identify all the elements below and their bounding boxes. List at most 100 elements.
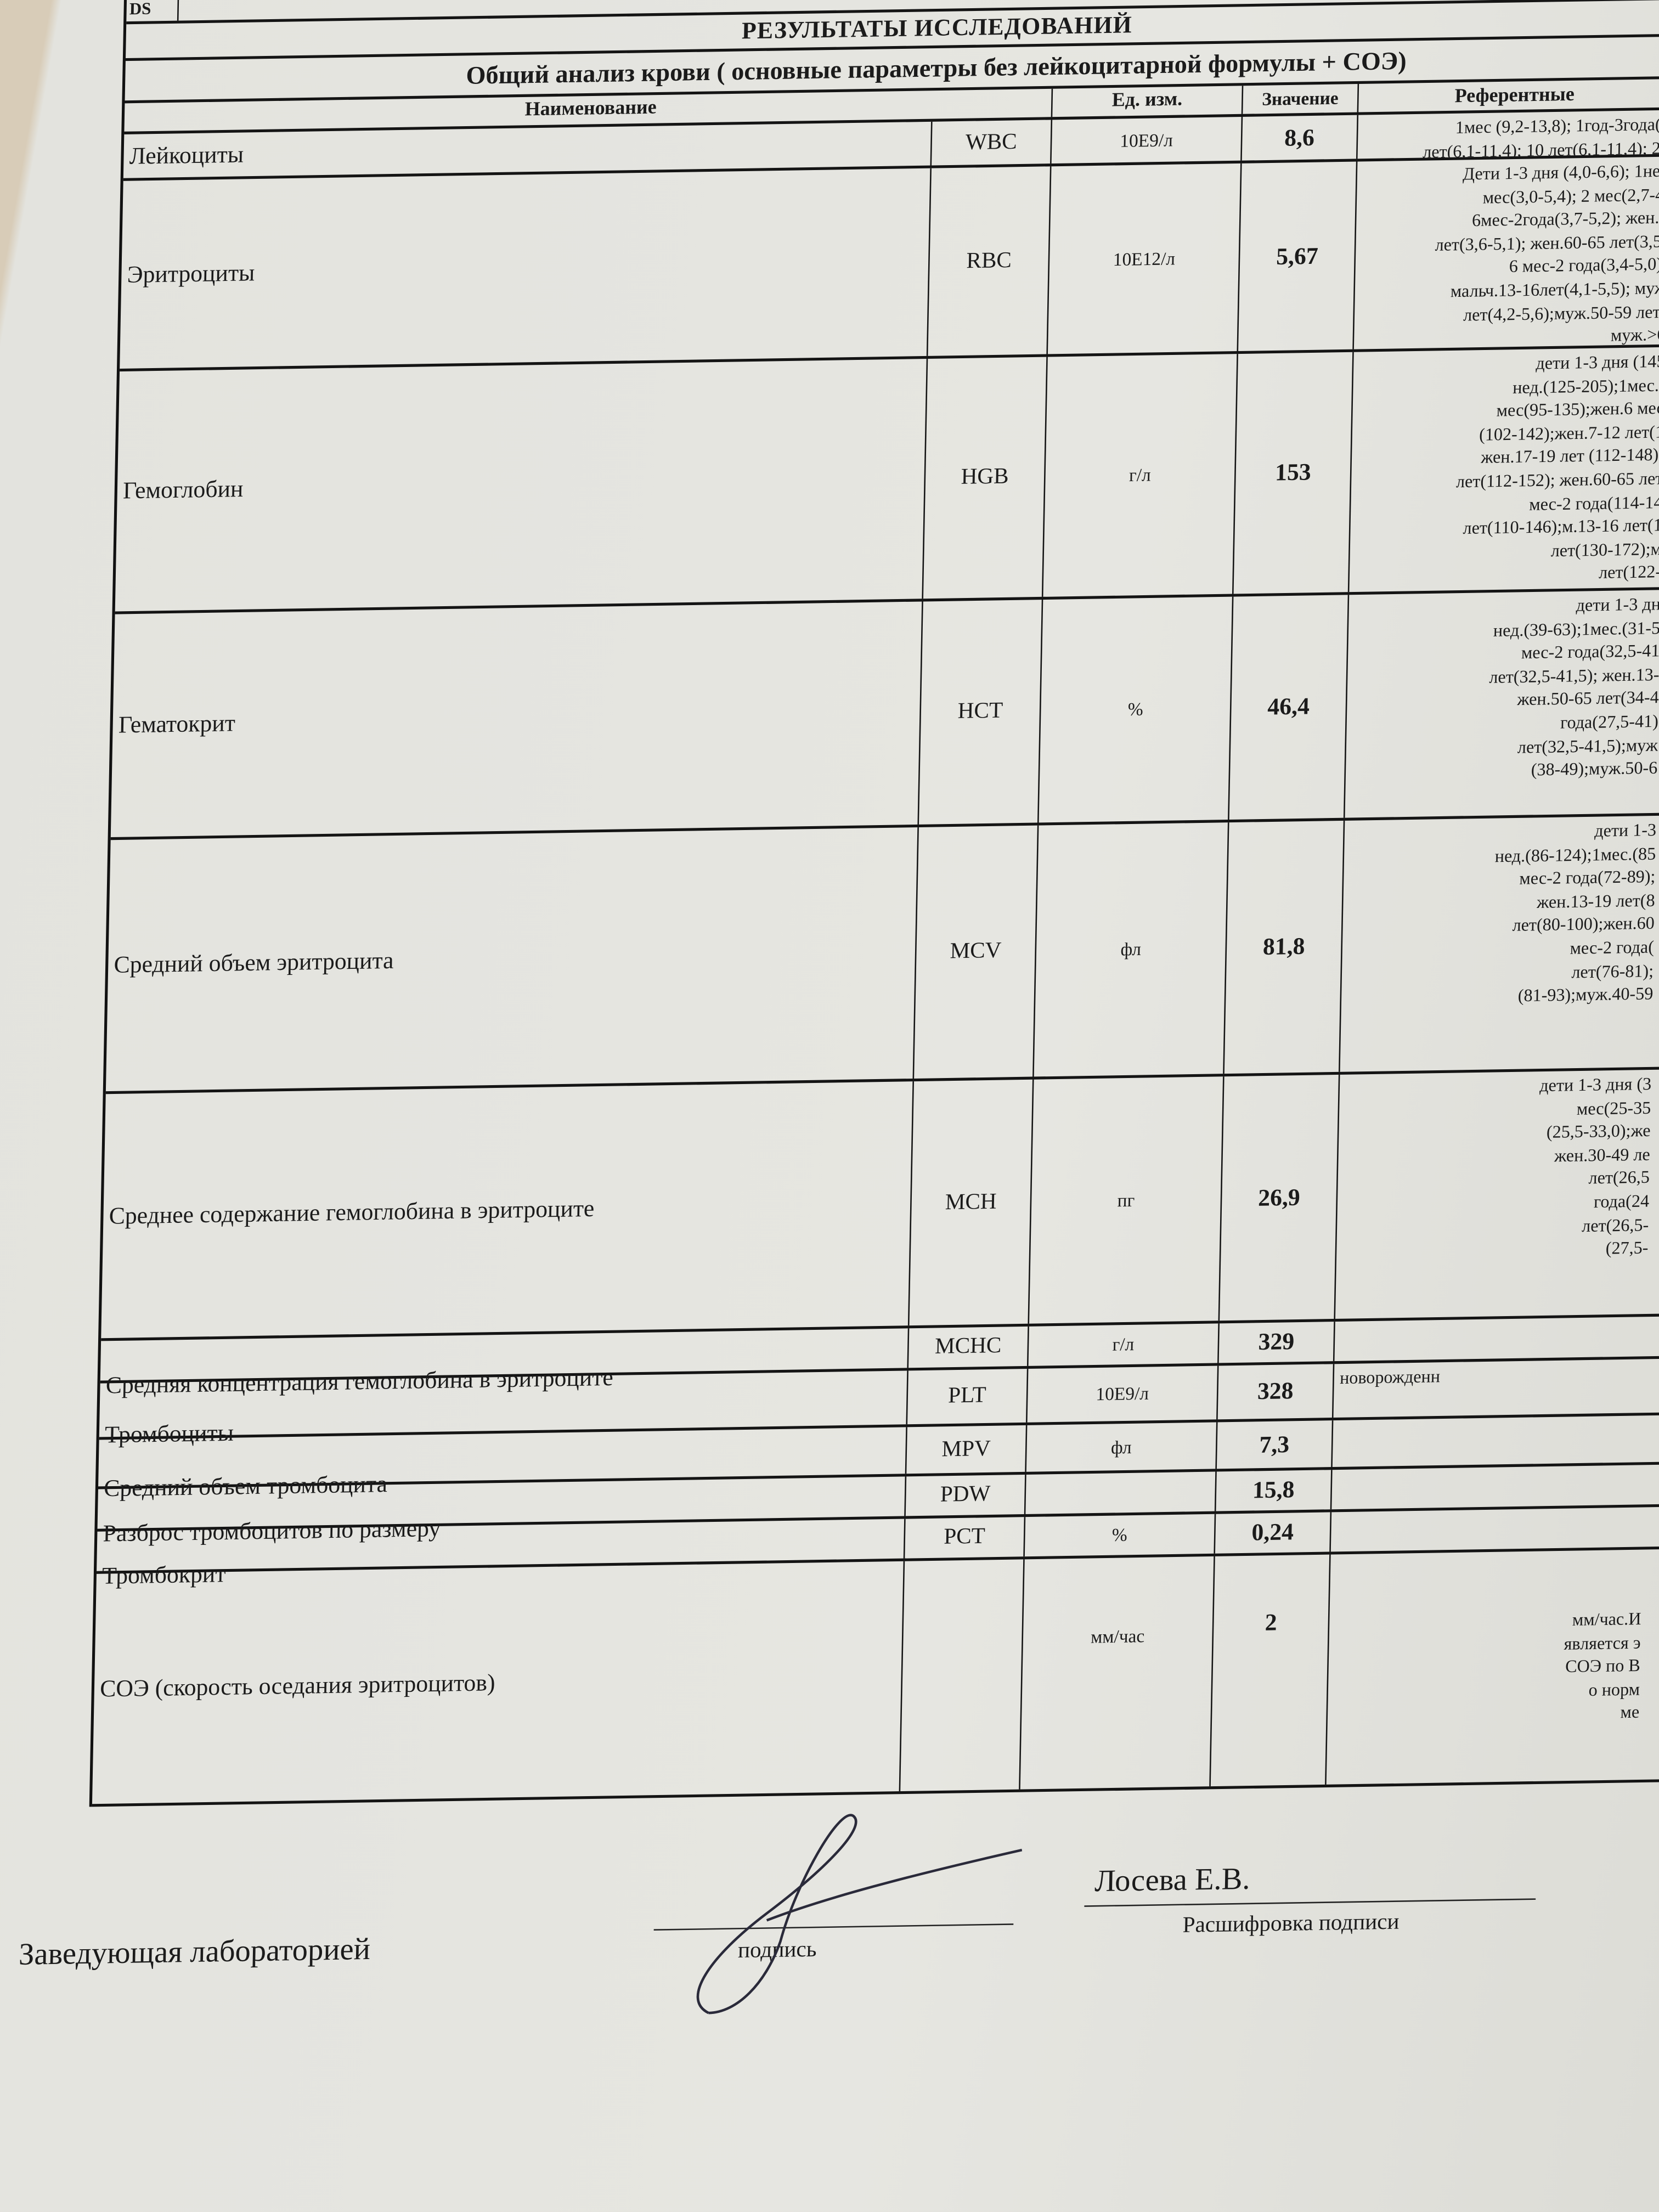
parameter-unit: 10E9/л bbox=[1025, 1365, 1217, 1423]
reference-range: 1мес (9,2-13,8); 1год-3года(6 лет(6,1-11,… bbox=[1356, 110, 1659, 159]
reference-line: (81-93);муж.40-59 bbox=[1517, 984, 1654, 1006]
parameter-name: Эритроциты bbox=[127, 258, 255, 287]
reference-line: является э bbox=[1564, 1632, 1641, 1654]
reference-line: (38-49);муж.50-6 bbox=[1531, 758, 1658, 780]
reference-range: новорожденн bbox=[1331, 1359, 1646, 1418]
col-unit: Ед. изм. bbox=[1051, 86, 1242, 117]
parameter-value: 26,9 bbox=[1218, 1074, 1339, 1321]
parameter-unit: мм/час bbox=[1019, 1556, 1214, 1790]
parameter-name: Среднее содержание гемоглобина в эритроц… bbox=[109, 1194, 595, 1229]
parameter-code: PLT bbox=[906, 1369, 1027, 1425]
reference-line: (25,5-33,0);же bbox=[1546, 1121, 1651, 1143]
parameter-unit: пг bbox=[1028, 1076, 1223, 1324]
results-table: DS РЕЗУЛЬТАТЫ ИССЛЕДОВАНИЙ Общий анализ … bbox=[89, 0, 1659, 1807]
reference-line: Дети 1-3 дня (4,0-6,6); 1нед bbox=[1462, 161, 1659, 184]
reference-line: дети 1-3 bbox=[1594, 820, 1657, 841]
reference-line: лет(80-100);жен.60 bbox=[1512, 913, 1655, 936]
parameter-code: HCT bbox=[917, 600, 1042, 825]
reference-line: мес-2 года(114-14 bbox=[1529, 492, 1659, 514]
reference-line: лет(6,1-11,4); 10 лет(6,1-11,4); 21 bbox=[1423, 138, 1659, 159]
parameter-name: Гемоглобин bbox=[122, 475, 244, 504]
parameter-code: MCV bbox=[912, 825, 1037, 1079]
reference-line: мес-2 года( bbox=[1570, 937, 1655, 958]
reference-line: лет(32,5-41,5); жен.13- bbox=[1489, 664, 1659, 687]
parameter-value: 5,67 bbox=[1237, 161, 1356, 351]
parameter-name: СОЭ (скорость оседания эритроцитов) bbox=[99, 1668, 496, 1702]
reference-line: мес(3,0-5,4); 2 мес(2,7-4, bbox=[1482, 184, 1659, 207]
parameter-value: 153 bbox=[1232, 352, 1353, 594]
reference-line: мальч.13-16лет(4,1-5,5); муж bbox=[1450, 278, 1659, 301]
reference-line: (102-142);жен.7-12 лет(1 bbox=[1479, 421, 1659, 444]
parameter-value: 15,8 bbox=[1214, 1470, 1331, 1511]
table-row: Эритроциты RBC 10E12/л 5,67 Дети 1-3 дня… bbox=[120, 155, 1659, 372]
parameter-value: 7,3 bbox=[1215, 1420, 1332, 1469]
parameter-value: 46,4 bbox=[1228, 595, 1348, 820]
name-caption: Расшифровка подписи bbox=[1182, 1910, 1400, 1938]
parameter-unit: % bbox=[1023, 1514, 1215, 1557]
reference-line: дети 1-3 дн bbox=[1576, 594, 1659, 616]
reference-line: мес-2 года(32,5-41 bbox=[1521, 641, 1659, 663]
reference-line: мес(25-35 bbox=[1576, 1097, 1651, 1119]
table-row: Средний объем эритроцита MCV фл 81,8 дет… bbox=[105, 814, 1659, 1094]
reference-line: нед.(86-124);1мес.(85 bbox=[1494, 843, 1656, 866]
reference-line: новорожденн bbox=[1339, 1366, 1441, 1388]
parameter-unit: фл bbox=[1025, 1422, 1216, 1472]
reference-range bbox=[1329, 1507, 1644, 1552]
reference-line: лет(76-81); bbox=[1571, 960, 1654, 982]
table-row: Гемоглобин HGB г/л 153 дети 1-3 дня (145… bbox=[115, 346, 1659, 614]
parameter-name: Средний объем эритроцита bbox=[114, 947, 394, 979]
reference-line: лет(3,6-5,1); жен.60-65 лет(3,5- bbox=[1435, 231, 1659, 255]
reference-line: дети 1-3 дня (3 bbox=[1539, 1074, 1652, 1096]
signer-name: Лосева Е.В. bbox=[1094, 1860, 1251, 1899]
reference-range bbox=[1333, 1317, 1647, 1362]
parameter-code: MCH bbox=[907, 1079, 1032, 1326]
col-reference: Референтные bbox=[1357, 79, 1659, 112]
lab-report-page: DS РЕЗУЛЬТАТЫ ИССЛЕДОВАНИЙ Общий анализ … bbox=[13, 0, 1659, 2212]
reference-range bbox=[1331, 1415, 1645, 1468]
reference-range: дети 1-3 дня (3 мес(25-35 (25,5-33,0);же же… bbox=[1334, 1069, 1652, 1319]
parameter-value: 81,8 bbox=[1223, 820, 1344, 1074]
reference-line: лет(26,5- bbox=[1581, 1214, 1649, 1235]
parameter-name: Гематокрит bbox=[118, 709, 236, 738]
reference-range: дети 1-3 дня (145 нед.(125-205);1мес.( мес… bbox=[1347, 347, 1659, 592]
reference-line: нед.(125-205);1мес.( bbox=[1512, 375, 1659, 397]
reference-line: жен.17-19 лет (112-148); bbox=[1480, 445, 1659, 468]
parameter-value: 8,6 bbox=[1240, 115, 1357, 161]
reference-line: жен.50-65 лет(34-4 bbox=[1517, 687, 1659, 710]
parameter-code: HGB bbox=[922, 357, 1047, 599]
parameter-code bbox=[899, 1559, 1024, 1792]
reference-line: нед.(39-63);1мес.(31-5 bbox=[1493, 617, 1659, 640]
reference-range: Дети 1-3 дня (4,0-6,6); 1нед мес(3,0-5,4)… bbox=[1352, 156, 1659, 349]
parameter-code: RBC bbox=[926, 166, 1050, 356]
parameter-value: 328 bbox=[1216, 1364, 1333, 1420]
parameter-code: WBC bbox=[930, 120, 1051, 166]
parameter-value: 0,24 bbox=[1214, 1512, 1330, 1554]
reference-line: жен.13-19 лет(8 bbox=[1536, 890, 1655, 912]
reference-line: жен.30-49 ле bbox=[1554, 1144, 1651, 1166]
col-value: Значение bbox=[1241, 84, 1358, 114]
reference-line: года(27,5-41) bbox=[1560, 711, 1659, 733]
parameter-unit: % bbox=[1037, 596, 1232, 823]
parameter-value: 2 bbox=[1209, 1554, 1330, 1787]
reference-range bbox=[1330, 1465, 1644, 1510]
table-row: Гематокрит HCT % 46,4 дети 1-3 дн нед.(39… bbox=[110, 589, 1659, 840]
reference-line: года(24 bbox=[1593, 1191, 1650, 1212]
parameter-unit: г/л bbox=[1026, 1323, 1218, 1366]
reference-line: дети 1-3 дня (145 bbox=[1536, 351, 1659, 374]
reference-line: 6мес-2года(3,7-5,2); жен.3 bbox=[1471, 207, 1659, 231]
parameter-code: PDW bbox=[904, 1475, 1025, 1516]
parameter-code: PCT bbox=[903, 1517, 1024, 1559]
parameter-unit: 10E12/л bbox=[1046, 163, 1241, 354]
reference-line: лет(32,5-41,5);муж bbox=[1517, 735, 1658, 757]
signature-image bbox=[696, 1814, 1023, 2015]
reference-line: лет(110-146);м.13-16 лет(1 bbox=[1463, 515, 1659, 539]
reference-line: лет(122- bbox=[1598, 562, 1659, 583]
reference-line: мес-2 года(72-89); bbox=[1519, 867, 1656, 889]
reference-line: мм/час.И bbox=[1572, 1609, 1641, 1630]
parameter-value: 329 bbox=[1217, 1322, 1334, 1363]
reference-line: о норм bbox=[1588, 1679, 1640, 1700]
parameter-code: MPV bbox=[905, 1425, 1026, 1474]
table-row: Среднее содержание гемоглобина в эритроц… bbox=[101, 1068, 1659, 1341]
